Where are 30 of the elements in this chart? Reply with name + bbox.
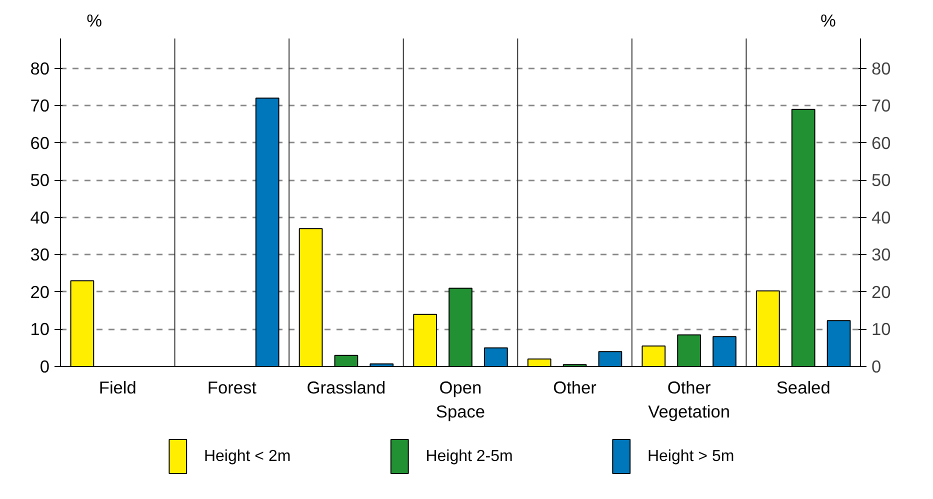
y2-tick-label: 80	[872, 58, 891, 78]
y-tick-label: 80	[30, 58, 50, 78]
y-tick-label: 40	[30, 207, 50, 228]
y2-tick-label: 40	[872, 207, 891, 228]
y-axis-title: %	[86, 10, 102, 30]
y-tick-label: 20	[30, 282, 50, 302]
x-tick-label: Other	[553, 378, 597, 398]
y2-tick-label: 50	[872, 170, 891, 190]
y2-axis-title: %	[820, 10, 836, 30]
y2-tick-label: 0	[872, 356, 882, 376]
x-tick-label: Field	[98, 378, 136, 398]
y-tick-label: 60	[30, 132, 50, 153]
x-tick-label: Forest	[207, 378, 257, 398]
x-tick-label: Open Space	[436, 378, 486, 422]
legend-label: Height > 5m	[647, 448, 734, 465]
y-tick-label: 50	[30, 170, 50, 190]
y-tick-label: 0	[40, 356, 50, 376]
y2-tick-label: 60	[872, 132, 891, 153]
y-tick-label: 70	[30, 96, 50, 116]
y2-tick-label: 70	[872, 96, 891, 116]
y2-tick-label: 30	[872, 244, 891, 265]
y-tick-label: 30	[30, 244, 50, 265]
legend-label: Height 2-5m	[426, 448, 513, 465]
y2-tick-label: 10	[872, 319, 891, 340]
legend-label: Height < 2m	[204, 448, 291, 465]
y2-tick-label: 20	[872, 282, 891, 302]
y-tick-label: 10	[30, 319, 50, 340]
x-tick-label: Sealed	[776, 378, 830, 398]
x-tick-label: Grassland	[306, 378, 386, 398]
x-tick-label: Other Vegetation	[648, 378, 730, 422]
